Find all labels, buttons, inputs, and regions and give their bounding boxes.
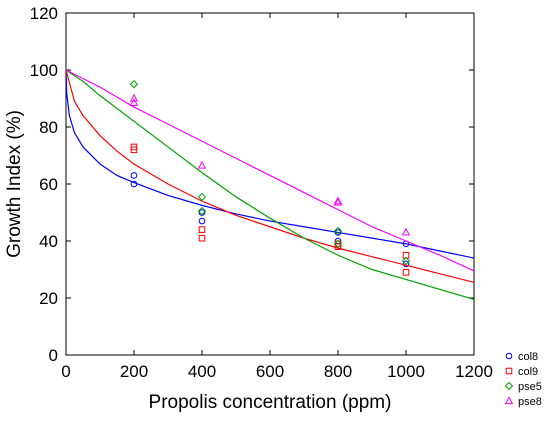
point-col9-7 [402, 269, 410, 276]
point-col8-3 [198, 217, 206, 225]
point-col9-3 [198, 234, 206, 242]
point-pse8-0 [129, 93, 139, 102]
legend: col8 col9 pse5 pse8 [504, 351, 542, 408]
y-tick-label-0: 0 [49, 346, 58, 365]
x-tick-label-1: 200 [120, 362, 148, 381]
point-pse8-1 [129, 98, 139, 106]
point-col9-1 [130, 146, 138, 154]
series-col9 [66, 69, 474, 283]
point-col8-2 [198, 209, 206, 216]
point-col8-0 [130, 172, 138, 179]
point-pse5-0 [129, 80, 139, 89]
point-col9-5 [334, 243, 342, 250]
fit-line-col8 [66, 69, 474, 259]
point-col8-7 [402, 260, 410, 268]
y-axis-label: Growth Index (%) [4, 110, 25, 258]
x-tick-label-6: 1200 [455, 362, 493, 381]
point-pse5-1 [197, 192, 207, 202]
x-tick-label-3: 600 [256, 362, 284, 381]
y-tick-label-6: 120 [30, 4, 58, 23]
point-col9-2 [198, 226, 206, 233]
y-tick-label-2: 40 [39, 232, 58, 251]
legend-marker-col9 [505, 367, 513, 375]
y-tick-label-3: 60 [39, 175, 58, 194]
point-pse8-3 [333, 196, 343, 205]
point-pse5-3 [333, 226, 343, 236]
legend-label-col8: col8 [518, 351, 538, 363]
y-tick-label-4: 80 [39, 118, 58, 137]
point-pse5-5 [401, 256, 411, 266]
fit-line-col9 [66, 69, 474, 283]
legend-label-pse5: pse5 [518, 381, 542, 393]
x-axis-label: Propolis concentration (ppm) [149, 392, 392, 413]
plot-frame [65, 12, 475, 356]
y-tick-label-1: 20 [39, 289, 58, 308]
legend-marker-col8 [505, 352, 513, 360]
x-tick-label-4: 800 [324, 362, 352, 381]
legend-marker-pse8 [504, 396, 514, 405]
point-col8-1 [130, 180, 138, 188]
series-col8 [66, 69, 474, 268]
fit-line-pse5 [66, 69, 474, 301]
point-col8-4 [334, 229, 342, 236]
x-tick-label-2: 400 [188, 362, 216, 381]
x-tick-label-0: 0 [61, 362, 70, 381]
y-tick-label-5: 100 [30, 61, 58, 80]
point-pse8-2 [197, 160, 207, 169]
legend-label-pse8: pse8 [518, 396, 542, 408]
point-pse5-4 [333, 239, 343, 249]
point-pse8-4 [333, 197, 343, 206]
fit-line-pse8 [66, 69, 474, 272]
legend-label-col9: col9 [518, 366, 538, 378]
legend-marker-pse5 [504, 381, 514, 391]
point-pse5-2 [197, 206, 207, 216]
series-pse5 [66, 69, 474, 301]
series-pse8 [66, 69, 474, 272]
x-tick-label-5: 1000 [387, 362, 425, 381]
point-pse8-5 [401, 227, 411, 236]
